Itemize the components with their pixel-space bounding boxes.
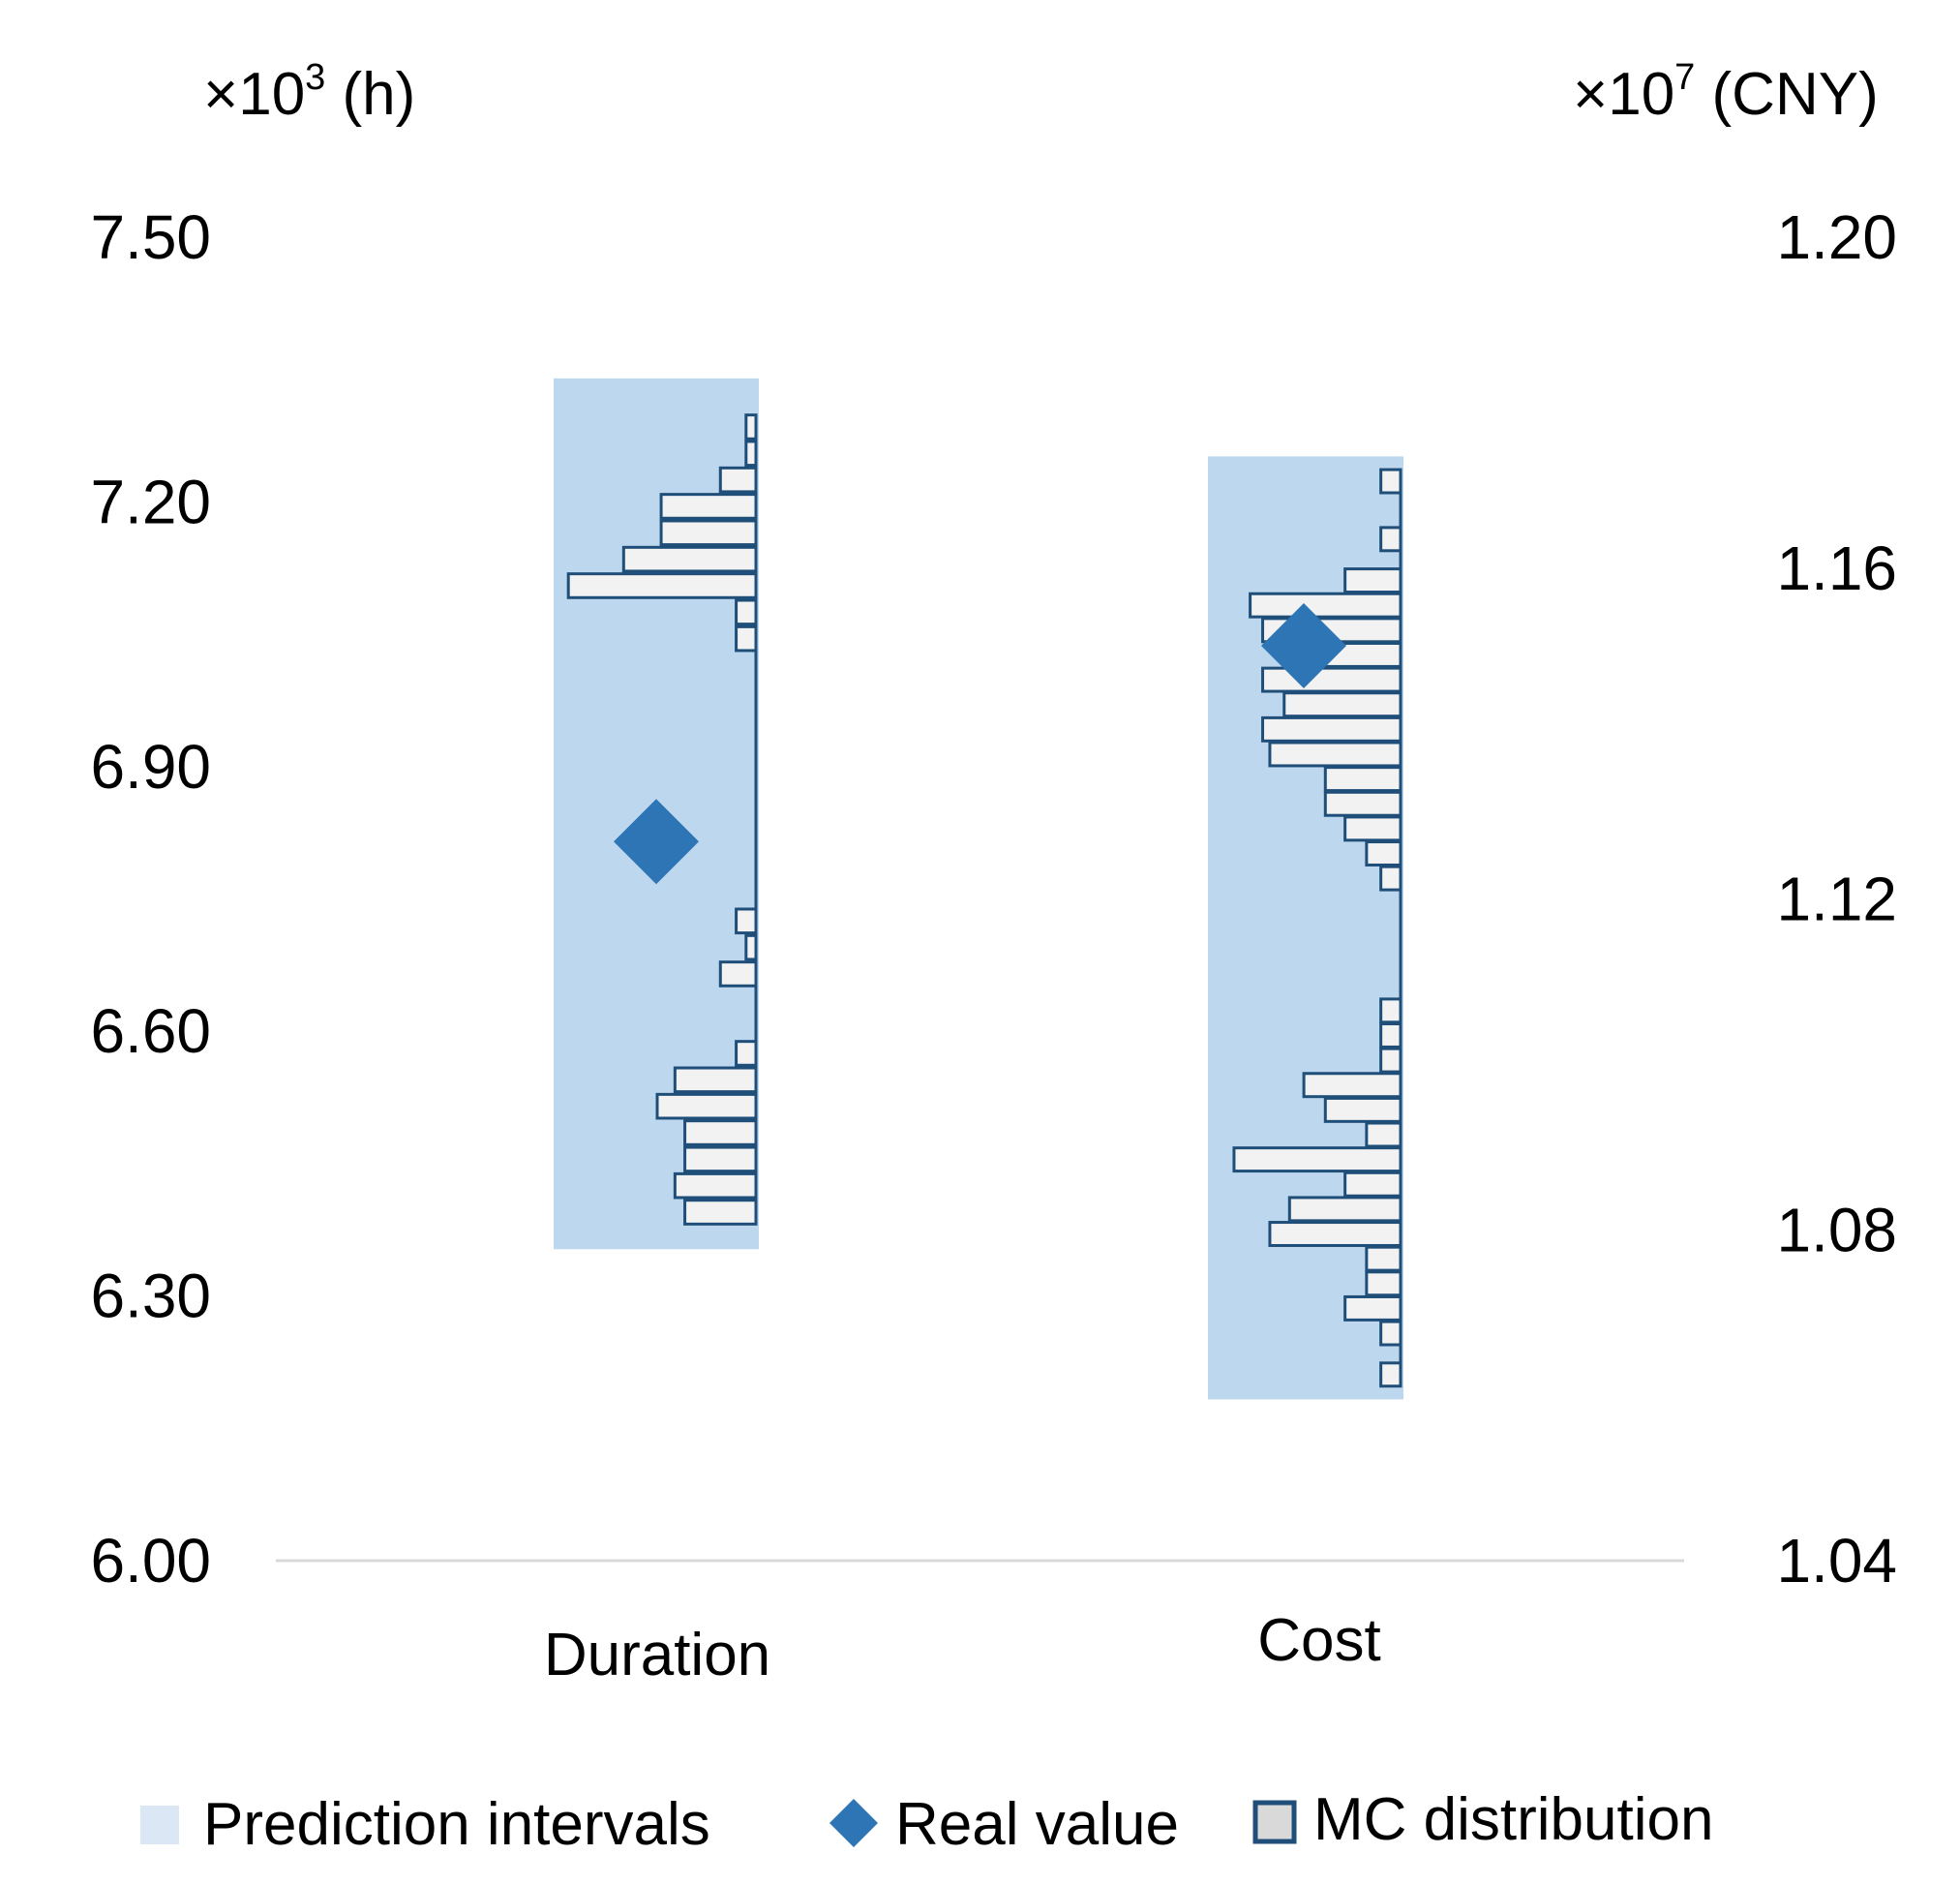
left-axis-unit-suffix: (h) xyxy=(325,61,415,128)
right-axis-ticks: 1.04 1.08 1.12 1.16 1.20 xyxy=(1776,202,1897,1596)
right-tick-label: 1.20 xyxy=(1776,202,1897,272)
legend: Prediction intervals Real value MC distr… xyxy=(140,1786,1713,1858)
cost-mc-bar xyxy=(1268,741,1402,768)
duration-mc-bar xyxy=(683,1119,758,1146)
right-tick-label: 1.12 xyxy=(1776,865,1897,934)
left-axis-ticks: 6.00 6.30 6.60 6.90 7.20 7.50 xyxy=(90,202,211,1596)
right-axis-unit-exp: 7 xyxy=(1674,57,1695,98)
cost-mc-bar xyxy=(1323,1096,1402,1123)
cost-mc-bar xyxy=(1379,468,1402,495)
duration-mc-bar xyxy=(655,1092,758,1120)
cost-mc-bar xyxy=(1343,1171,1402,1198)
legend-mc-distribution-label: MC distribution xyxy=(1313,1786,1713,1853)
cost-mc-bar xyxy=(1343,1294,1402,1322)
duration-mc-bar xyxy=(718,960,758,988)
cost-mc-bar xyxy=(1379,1361,1402,1388)
cost-mc-bar xyxy=(1287,1196,1402,1223)
left-axis-unit-exp: 3 xyxy=(305,57,325,98)
duration-mc-bar xyxy=(735,1040,758,1067)
legend-prediction-intervals-swatch xyxy=(140,1806,179,1844)
duration-mc-bar xyxy=(659,519,758,547)
duration-series xyxy=(554,378,759,1250)
cost-mc-bar xyxy=(1379,1047,1402,1074)
duration-mc-bar xyxy=(659,493,758,520)
left-axis-unit: ×103 (h) xyxy=(203,57,415,128)
cost-mc-bar xyxy=(1261,666,1402,693)
left-tick-label: 6.90 xyxy=(90,732,211,802)
duration-mc-bar xyxy=(673,1066,758,1094)
right-tick-label: 1.04 xyxy=(1776,1526,1897,1596)
cost-mc-bar xyxy=(1343,815,1402,842)
left-tick-label: 7.50 xyxy=(90,202,211,272)
cost-mc-bar xyxy=(1261,715,1402,743)
duration-mc-bar xyxy=(566,572,758,599)
cost-mc-bar xyxy=(1343,567,1402,594)
cost-real-value-marker xyxy=(1261,603,1346,689)
cost-mc-bar xyxy=(1365,1245,1402,1272)
duration-mc-bar xyxy=(735,598,758,626)
duration-mc-bar xyxy=(673,1171,758,1200)
right-axis-unit-prefix: ×10 xyxy=(1573,61,1674,128)
duration-mc-bar xyxy=(718,466,758,494)
legend-real-value-label: Real value xyxy=(895,1791,1179,1858)
duration-mc-bar xyxy=(744,933,758,961)
duration-mc-bar xyxy=(735,907,758,935)
duration-mc-bar xyxy=(744,440,758,468)
cost-mc-bar xyxy=(1282,691,1402,718)
duration-real-value-marker xyxy=(614,799,699,885)
right-tick-label: 1.08 xyxy=(1776,1195,1897,1264)
left-axis-unit-prefix: ×10 xyxy=(203,61,305,128)
cost-mc-bar xyxy=(1365,1270,1402,1297)
cost-mc-bar xyxy=(1379,997,1402,1024)
duration-mc-bar xyxy=(683,1145,758,1173)
duration-mc-bar xyxy=(744,413,758,441)
cost-mc-bar xyxy=(1379,526,1402,553)
left-tick-label: 6.60 xyxy=(90,996,211,1066)
legend-prediction-intervals-label: Prediction intervals xyxy=(203,1791,710,1858)
plot-area xyxy=(276,378,1684,1563)
category-labels: Duration Cost xyxy=(544,1607,1381,1688)
left-tick-label: 7.20 xyxy=(90,467,211,536)
right-axis-unit: ×107 (CNY) xyxy=(1573,57,1879,128)
right-axis-unit-suffix: (CNY) xyxy=(1695,61,1878,128)
right-tick-label: 1.16 xyxy=(1776,533,1897,603)
duration-mc-bar xyxy=(621,545,758,573)
cost-mc-bar xyxy=(1302,1072,1402,1099)
legend-real-value-diamond xyxy=(829,1799,878,1847)
cost-mc-bar xyxy=(1323,790,1402,817)
cost-mc-bar xyxy=(1379,1022,1402,1049)
cost-mc-bar xyxy=(1379,865,1402,892)
cost-mc-bar xyxy=(1323,766,1402,793)
left-tick-label: 6.30 xyxy=(90,1262,211,1331)
cost-mc-bar xyxy=(1365,1121,1402,1148)
duration-category-label: Duration xyxy=(544,1622,770,1688)
duration-mc-bar xyxy=(735,624,758,653)
cost-series xyxy=(1208,456,1403,1400)
cost-mc-bar xyxy=(1379,1320,1402,1347)
duration-mc-bar xyxy=(683,1199,758,1226)
cost-mc-bar xyxy=(1232,1146,1402,1173)
left-tick-label: 6.00 xyxy=(90,1526,211,1596)
legend-mc-distribution-swatch xyxy=(1252,1800,1297,1844)
cost-mc-bar xyxy=(1365,840,1402,866)
cost-category-label: Cost xyxy=(1257,1607,1380,1674)
cost-mc-bar xyxy=(1268,1221,1402,1247)
cost-mc-bar xyxy=(1249,592,1402,619)
